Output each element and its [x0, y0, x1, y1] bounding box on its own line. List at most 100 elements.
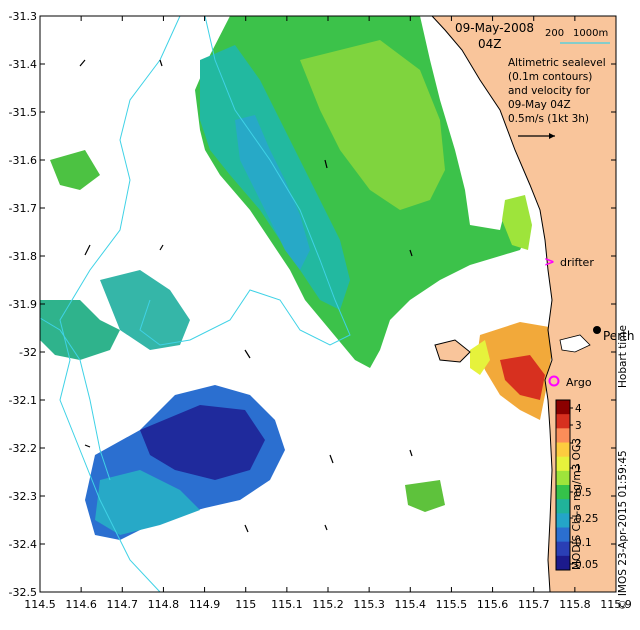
- y-tick-label: -31.3: [9, 10, 37, 23]
- x-tick-label: 114.9: [189, 598, 221, 611]
- y-tick-label: -31.8: [9, 250, 37, 263]
- y-tick-label: -31.6: [9, 154, 37, 167]
- velocity-arrow: [79, 59, 86, 67]
- x-tick-label: 115.1: [271, 598, 303, 611]
- colorbar-segment: [556, 555, 570, 571]
- markers: > drifter Argo Perth: [544, 255, 634, 389]
- chl-south-eddy-edge: [95, 470, 200, 535]
- island: [434, 339, 471, 363]
- velocity-arrow: [324, 159, 328, 169]
- chl-north-coast: [502, 195, 532, 250]
- chl-west-green: [50, 150, 100, 190]
- colorbar-title: MODIS Chl-a mg/m3 OC3: [571, 438, 583, 570]
- scale-200: 200: [545, 28, 564, 39]
- chlorophyll-layer: [40, 16, 555, 540]
- legend: Altimetric sealevel (0.1m contours) and …: [508, 57, 606, 139]
- colorbar-segment: [556, 414, 570, 429]
- y-tick-label: -32: [19, 346, 37, 359]
- perth-marker: [593, 326, 601, 334]
- chl-coastal-yellow: [470, 340, 490, 375]
- x-tick-label: 115.8: [559, 598, 591, 611]
- x-tick-label: 115.9: [600, 598, 632, 611]
- y-tick-label: -32.5: [9, 586, 37, 599]
- chl-small-southeast: [405, 480, 445, 512]
- chl-plume-main: [195, 16, 530, 368]
- y-tick-label: -32.4: [9, 538, 37, 551]
- title-block: 09-May-2008 04Z 200 1000m: [455, 21, 610, 51]
- legend-line-3: and velocity for: [508, 85, 591, 97]
- y-tick-label: -31.9: [9, 298, 37, 311]
- colorbar-tick-label: 0.1: [575, 537, 592, 549]
- colorbar-segment: [556, 499, 570, 514]
- contour-deep: [39, 317, 111, 481]
- legend-line-1: Altimetric sealevel: [508, 57, 606, 69]
- chl-plume-cyan: [235, 115, 310, 270]
- x-tick-label: 114.7: [107, 598, 139, 611]
- colorbar-tick-label: 0.5: [575, 487, 592, 499]
- hobart-time: Hobart time: [617, 325, 629, 388]
- title-time: 04Z: [478, 37, 502, 51]
- y-tick-label: -32.1: [9, 394, 37, 407]
- perth-label: Perth: [603, 329, 634, 343]
- chl-coastal-red: [500, 355, 545, 400]
- colorbar-segment: [556, 527, 570, 543]
- colorbar-tick-label: 0.25: [575, 513, 598, 525]
- velocity-arrow: [244, 349, 251, 359]
- y-tick-label: -32.2: [9, 442, 37, 455]
- velocity-arrow: [159, 244, 164, 251]
- x-tick-label: 115.3: [353, 598, 385, 611]
- chl-south-eddy-core: [140, 405, 265, 480]
- contour-200: [139, 15, 351, 346]
- colorbar-segment: [556, 400, 570, 415]
- velocity-arrow: [329, 454, 334, 464]
- velocity-arrow: [84, 444, 91, 448]
- scale-1000: 1000m: [573, 28, 608, 39]
- argo-label: Argo: [566, 376, 592, 389]
- colorbar-tick-label: 3: [575, 420, 582, 432]
- drifter-marker: >: [544, 255, 555, 270]
- velocity-scale-label: 0.5m/s (1kt 3h): [508, 113, 589, 125]
- colorbar-tick-label: 0.05: [575, 559, 598, 571]
- colorbar-segment: [556, 485, 570, 500]
- velocity-arrow: [409, 249, 413, 257]
- title-date: 09-May-2008: [455, 21, 534, 35]
- y-axis: -31.3 -31.4 -31.5 -31.6 -31.7 -31.8 -31.9 -32 -3…: [9, 10, 616, 599]
- y-tick-label: -31.5: [9, 106, 37, 119]
- x-tick-label: 115.4: [395, 598, 427, 611]
- legend-line-4: 09-May 04Z: [508, 99, 571, 111]
- velocity-arrow: [324, 524, 328, 531]
- velocity-arrow: [244, 524, 249, 533]
- velocity-scale-arrowhead: [549, 133, 555, 139]
- x-axis: 114.5 114.6 114.7 114.8 114.9 115 115.1 115.2 11…: [24, 16, 632, 611]
- chl-west-patch: [40, 300, 120, 360]
- colorbar-tick-label: 1: [575, 463, 582, 475]
- x-tick-label: 115: [235, 598, 256, 611]
- colorbar-segment: [556, 513, 570, 528]
- contour-1000: [59, 15, 181, 593]
- y-tick-label: -31.7: [9, 202, 37, 215]
- legend-line-2: (0.1m contours): [508, 71, 592, 83]
- velocity-arrow: [409, 449, 413, 457]
- bathymetry-contours: [39, 15, 351, 593]
- x-tick-label: 114.8: [148, 598, 180, 611]
- colorbar-segment: [556, 428, 570, 443]
- velocity-arrow: [159, 59, 163, 67]
- x-tick-label: 114.6: [65, 598, 97, 611]
- argo-marker: [548, 375, 560, 387]
- colorbar: 4 3 2 1 0.5 0.25 0.1 0.05: [555, 399, 598, 571]
- colorbar-segment: [556, 442, 570, 458]
- y-tick-label: -31.4: [9, 58, 37, 71]
- chl-plume-inner: [300, 40, 445, 210]
- x-tick-label: 115.5: [436, 598, 468, 611]
- colorbar-segment: [556, 470, 570, 486]
- colorbar-segment: [556, 541, 570, 557]
- colorbar-frame: [555, 399, 571, 571]
- velocity-arrows: [79, 59, 413, 533]
- estuary: [559, 334, 591, 353]
- x-tick-label: 115.7: [518, 598, 550, 611]
- colorbar-tick-label: 4: [575, 403, 582, 415]
- x-tick-label: 115.2: [312, 598, 344, 611]
- y-tick-label: -32.3: [9, 490, 37, 503]
- velocity-arrow: [84, 244, 91, 256]
